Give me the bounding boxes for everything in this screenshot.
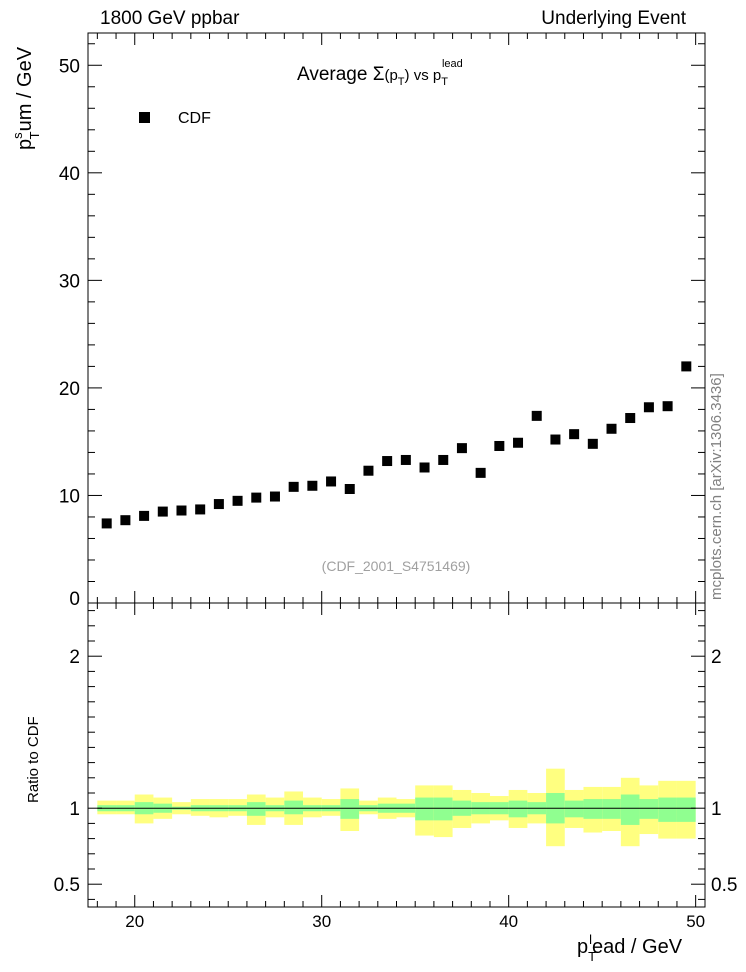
data-markers [101,361,692,529]
ratio-inner-band [415,797,434,821]
upper-y-axis-label: ps Tum / GeV [10,46,42,150]
data-point [382,456,393,467]
upper-y-zero-label: 0 [69,589,80,610]
data-point [363,465,374,476]
data-point [232,495,243,506]
lower-y-tick-label: 1 [69,799,80,820]
side-credit-text: mcplots.cern.ch [arXiv:1306.3436] [708,373,725,600]
ratio-inner-band [340,799,360,819]
data-point [606,423,617,434]
data-point [344,484,355,494]
ratio-inner-band [433,797,453,821]
data-point [419,462,430,473]
data-point [475,467,486,478]
analysis-watermark: (CDF_2001_S4751469) [322,558,471,574]
data-point [157,506,168,517]
ratio-inner-band [284,800,304,815]
lower-plot-frame [87,602,706,908]
data-point [438,454,449,465]
lower-y-axis-label: Ratio to CDF [25,716,42,803]
upper-y-tick-label: 40 [59,164,80,185]
lower-y-tick-label-right: 2 [711,647,722,668]
data-point [251,492,262,503]
ratio-inner-band [564,800,584,818]
ratio-inner-band [508,800,528,818]
chart-title: Average Σ(pT) vs pTlead [297,58,463,88]
data-point [569,429,580,440]
data-point [681,361,692,372]
ratio-inner-band [639,799,659,819]
header-right-label: Underlying Event [541,8,686,29]
upper-y-tick-label: 20 [59,379,80,400]
legend-marker [139,112,150,123]
data-point [307,480,318,491]
data-point [269,491,280,502]
data-point [400,454,411,465]
data-point [120,515,131,526]
x-tick-label: 30 [312,912,331,931]
data-point [643,402,654,413]
data-point [195,504,206,515]
lower-y-tick-label-right: 0.5 [711,875,737,896]
upper-y-tick-label: 50 [59,56,80,77]
upper-y-tick-label: 10 [59,486,80,507]
data-point [531,410,542,421]
axes: 20 30 40 50 10 20 30 40 50 0 0.5 0.5 1 1 2 2 [54,32,737,931]
data-point [213,499,224,510]
data-point [494,440,505,451]
ratio-inner-band [602,799,621,819]
ratio-bands [97,768,696,847]
data-point [625,413,636,424]
x-tick-label: 50 [686,912,705,931]
data-point [176,505,187,516]
lower-y-tick-label-right: 1 [711,799,722,820]
lower-y-tick-label: 2 [69,647,80,668]
legend-label: CDF [178,110,211,127]
data-point [139,510,150,521]
ratio-inner-band [676,797,696,822]
lower-y-tick-label: 0.5 [54,875,80,896]
data-point [326,476,337,487]
ratio-inner-band [246,802,266,816]
ratio-inner-band [658,797,677,822]
x-axis-label: pTlead / GeV [577,932,683,964]
x-tick-label: 20 [125,912,144,931]
x-tick-label: 40 [499,912,518,931]
data-point [456,443,467,454]
data-point [288,481,299,492]
header-left-label: 1800 GeV ppbar [100,8,240,29]
data-point [662,401,673,412]
data-point [550,434,561,445]
ratio-inner-band [583,799,603,819]
data-point [513,437,524,448]
data-point [101,518,112,529]
upper-y-tick-label: 30 [59,271,80,292]
ratio-inner-band [620,794,640,825]
data-point [587,438,598,449]
